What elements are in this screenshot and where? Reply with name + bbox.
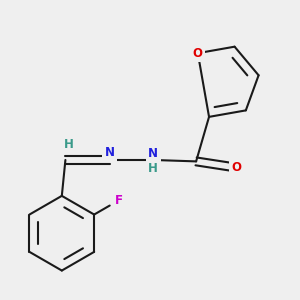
Text: O: O <box>193 47 203 60</box>
Text: F: F <box>115 194 123 207</box>
Text: H: H <box>148 162 158 175</box>
Text: N: N <box>148 147 158 160</box>
Text: N: N <box>105 146 115 159</box>
Text: O: O <box>231 160 241 174</box>
Text: H: H <box>64 138 74 151</box>
